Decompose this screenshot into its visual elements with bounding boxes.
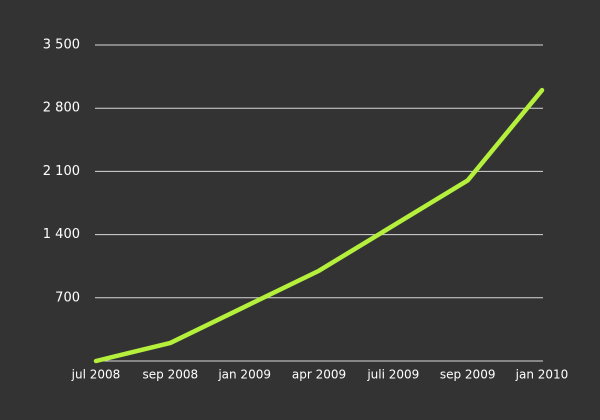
y-tick-label: 700: [55, 290, 80, 305]
y-tick-label: 2 100: [43, 164, 80, 179]
data-line: [93, 87, 545, 364]
x-tick-label: juli 2009: [366, 368, 419, 382]
x-tick-label: sep 2008: [143, 368, 199, 382]
x-tick-label: sep 2009: [440, 368, 496, 382]
x-tick-label: apr 2009: [292, 368, 346, 382]
y-tick-label: 2 800: [43, 101, 80, 116]
y-tick-label: 3 500: [43, 38, 80, 53]
x-tick-label: jul 2008: [71, 368, 121, 382]
x-tick-label: jan 2010: [515, 368, 569, 382]
y-tick-label: 1 400: [43, 227, 80, 242]
x-tick-label: jan 2009: [217, 368, 271, 382]
